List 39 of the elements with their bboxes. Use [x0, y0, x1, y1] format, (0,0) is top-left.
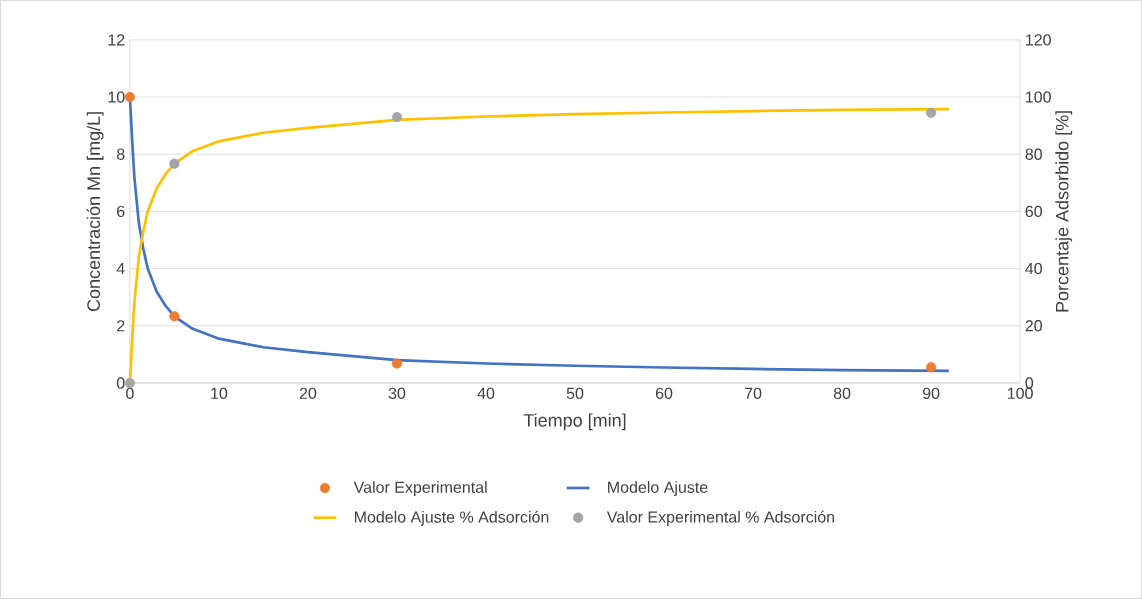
point [169, 311, 180, 322]
y2-tick-label: 0 [1025, 377, 1034, 389]
x-tick-label: 90 [922, 387, 940, 400]
legend-label: Modelo Ajuste % Adsorción [354, 510, 549, 526]
x-tick-label: 30 [388, 387, 406, 400]
y2-axis-title: Porcentaje Adsorbido [%] [1055, 111, 1073, 312]
x-tick-label: 70 [744, 387, 762, 400]
y2-tick-label: 100 [1026, 91, 1051, 103]
point [926, 107, 937, 118]
point [926, 362, 937, 373]
point [391, 358, 403, 369]
y-tick-label: 6 [117, 205, 125, 218]
y2-tick-label: 120 [1026, 34, 1051, 46]
y-tick-label: 0 [116, 377, 125, 389]
y2-tick-label: 60 [1025, 205, 1042, 218]
x-tick-label: 10 [211, 387, 228, 400]
y2-tick-label: 80 [1025, 148, 1042, 160]
x-axis-title: Tiempo [min] [523, 413, 626, 431]
y-tick-label: 4 [116, 263, 125, 275]
x-tick-label: 60 [655, 387, 673, 400]
legend-label: Modelo Ajuste [608, 481, 708, 497]
x-tick-label: 100 [1007, 387, 1033, 400]
y-axis-title: Concentración Mn [mg/L] [86, 112, 104, 312]
legend-label: Valor Experimental % Adsorción [606, 510, 835, 526]
x-tick-label: 50 [566, 387, 584, 400]
x-tick-label: 80 [833, 387, 851, 400]
x-tick-label: 40 [477, 387, 495, 400]
x-tick-label: 20 [299, 387, 317, 400]
y-tick-label: 12 [108, 34, 125, 46]
point [391, 112, 403, 123]
y2-tick-label: 40 [1025, 262, 1042, 275]
y-tick-label: 2 [117, 320, 125, 332]
x-tick-label: 0 [126, 387, 134, 400]
y2-tick-label: 20 [1025, 320, 1042, 332]
point [169, 158, 180, 169]
legend-label: Valor Experimental [353, 481, 487, 497]
y-tick-label: 10 [108, 91, 125, 103]
point [124, 92, 135, 103]
y-tick-label: 8 [116, 148, 125, 160]
